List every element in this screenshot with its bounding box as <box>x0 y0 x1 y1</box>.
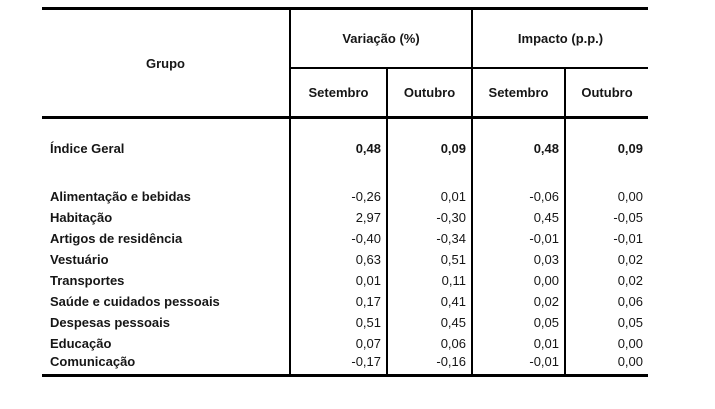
value-cell: 0,00 <box>472 270 567 291</box>
value-cell: 0,63 <box>290 249 388 270</box>
value-cell: 0,06 <box>617 294 644 309</box>
value-cell: 0,48 <box>290 117 388 186</box>
value-cell: -0,26 <box>290 186 388 207</box>
value-cell: -0,01 <box>613 231 644 246</box>
group-label: Vestuário <box>42 249 291 270</box>
value-cell: 0,05 <box>472 312 567 333</box>
value-cell: 0,00 <box>617 336 644 351</box>
value-cell: 0,41 <box>387 291 474 312</box>
table-header: Grupo Variação (%) Impacto (p.p.) Setemb… <box>42 8 649 119</box>
group-label: Educação <box>42 333 291 354</box>
value-cell: 0,09 <box>617 141 644 156</box>
value-cell: 0,02 <box>472 291 567 312</box>
value-cell: -0,01 <box>472 228 567 249</box>
group-label: Alimentação e bebidas <box>42 186 291 207</box>
value-cell: 0,01 <box>472 333 567 354</box>
group-label: Transportes <box>42 270 291 291</box>
column-header-variacao-setembro: Setembro <box>290 67 388 119</box>
value-cell: -0,30 <box>387 207 474 228</box>
header-row-top: Grupo Variação (%) Impacto (p.p.) <box>42 8 649 119</box>
table-row: Alimentação e bebidas -0,26 0,01 -0,06 0,00 <box>42 186 648 207</box>
group-label: Despesas pessoais <box>42 312 291 333</box>
table-row: Habitação 2,97 -0,30 0,45 -0,05 <box>42 207 648 228</box>
value-cell: 0,48 <box>472 117 567 186</box>
value-cell: 2,97 <box>290 207 388 228</box>
table-row: Despesas pessoais 0,51 0,45 0,05 0,05 <box>42 312 648 333</box>
group-label: Habitação <box>42 207 291 228</box>
table-row: Vestuário 0,63 0,51 0,03 0,02 <box>42 249 648 270</box>
value-cell: 0,02 <box>617 252 644 267</box>
group-label: Comunicação <box>42 354 291 376</box>
column-header-variacao-outubro: Outubro <box>387 67 474 119</box>
table-row: Índice Geral 0,48 0,09 0,48 0,09 <box>42 117 648 186</box>
value-cell: 0,45 <box>472 207 567 228</box>
group-label: Artigos de residência <box>42 228 291 249</box>
table-row: Comunicação -0,17 -0,16 -0,01 0,00 <box>42 354 648 376</box>
value-cell: -0,05 <box>613 210 644 225</box>
value-cell: -0,40 <box>290 228 388 249</box>
column-header-impacto-outubro: Outubro <box>565 67 649 119</box>
value-cell: -0,01 <box>472 354 567 376</box>
table-row: Saúde e cuidados pessoais 0,17 0,41 0,02 0,0… <box>42 291 648 312</box>
value-cell: 0,45 <box>387 312 474 333</box>
column-header-variacao: Variação (%) <box>290 8 474 69</box>
value-cell: -0,34 <box>387 228 474 249</box>
table-row: Artigos de residência -0,40 -0,34 -0,01 -0,0… <box>42 228 648 249</box>
value-cell: 0,09 <box>387 117 474 186</box>
table-row: Educação 0,07 0,06 0,01 0,00 <box>42 333 648 354</box>
value-cell: 0,00 <box>617 189 644 204</box>
value-cell: 0,02 <box>617 273 644 288</box>
value-cell: 0,06 <box>387 333 474 354</box>
value-cell: -0,16 <box>387 354 474 376</box>
column-header-grupo: Grupo <box>42 8 291 119</box>
value-cell: 0,01 <box>387 186 474 207</box>
value-cell: 0,07 <box>290 333 388 354</box>
value-cell: -0,17 <box>290 354 388 376</box>
ipca-groups-table: Grupo Variação (%) Impacto (p.p.) Setemb… <box>42 7 649 377</box>
table-body: Índice Geral 0,48 0,09 0,48 0,09 Alimentação … <box>42 117 648 376</box>
value-cell: -0,06 <box>472 186 567 207</box>
group-label: Índice Geral <box>42 117 291 186</box>
column-header-impacto-setembro: Setembro <box>472 67 567 119</box>
table-row: Transportes 0,01 0,11 0,00 0,02 <box>42 270 648 291</box>
value-cell: 0,05 <box>617 315 644 330</box>
header-row-months: Setembro Outubro Setembro Outubro <box>42 67 649 119</box>
value-cell: 0,17 <box>290 291 388 312</box>
value-cell: 0,00 <box>617 354 644 369</box>
value-cell: 0,03 <box>472 249 567 270</box>
group-label: Saúde e cuidados pessoais <box>42 291 291 312</box>
value-cell: 0,11 <box>387 270 474 291</box>
value-cell: 0,51 <box>290 312 388 333</box>
column-header-impacto: Impacto (p.p.) <box>472 8 649 69</box>
value-cell: 0,51 <box>387 249 474 270</box>
value-cell: 0,01 <box>290 270 388 291</box>
